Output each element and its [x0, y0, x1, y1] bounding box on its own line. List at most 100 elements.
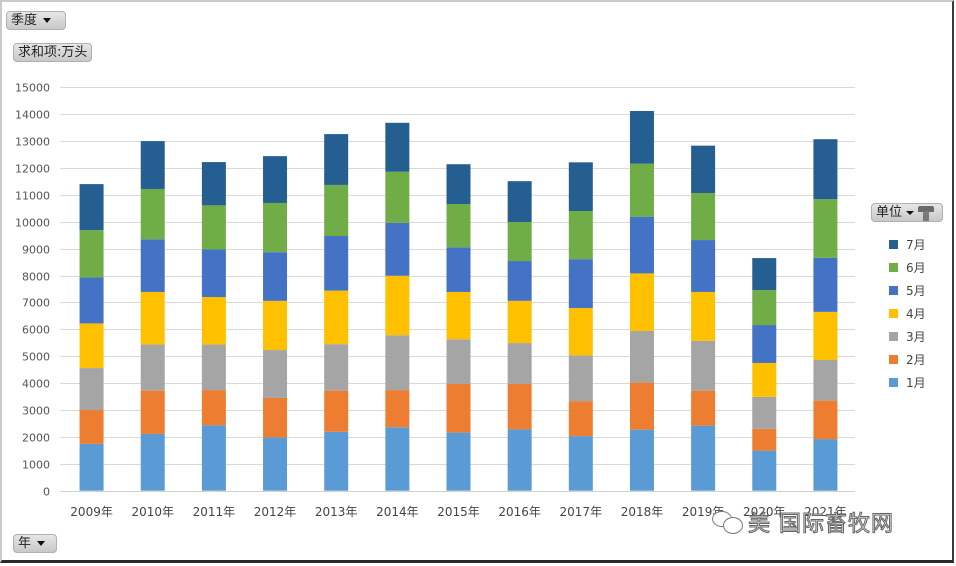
- y-tick-label: 5000: [22, 351, 50, 364]
- bar-segment: [568, 308, 593, 356]
- bar-segment: [568, 259, 593, 309]
- bar-segment: [629, 110, 654, 164]
- y-tick-label: 0: [43, 486, 50, 499]
- y-tick-label: 7000: [22, 297, 50, 310]
- bar-segment: [201, 344, 226, 391]
- legend: 7月 6月 5月 4月 3月 2月 1月: [884, 233, 926, 394]
- bar-segment: [813, 257, 838, 312]
- bar-segment: [691, 340, 716, 391]
- x-tick-label: 2014年: [376, 505, 419, 519]
- bar-stack: [691, 145, 716, 491]
- bar-segment: [507, 181, 532, 223]
- bar-segment: [691, 192, 716, 241]
- bar-segment: [752, 325, 777, 363]
- bar-segment: [813, 359, 838, 401]
- bar-segment: [140, 433, 165, 491]
- bar-segment: [507, 343, 532, 384]
- bar-segment: [813, 139, 838, 200]
- y-tick-label: 11000: [15, 190, 50, 203]
- bar-segment: [507, 383, 532, 430]
- quarter-filter-label: 季度: [11, 13, 38, 28]
- bar-segment: [79, 230, 104, 278]
- legend-label: 5月: [906, 284, 926, 298]
- bar-segment: [385, 122, 410, 172]
- bar-segment: [324, 290, 349, 345]
- value-field-button[interactable]: 求和项:万头: [13, 43, 93, 62]
- bar-stack: [752, 258, 777, 491]
- unit-legend-field-button[interactable]: 单位: [871, 203, 943, 222]
- bar-segment: [507, 429, 532, 491]
- bar-segment: [79, 323, 104, 369]
- bar-segment: [752, 362, 777, 397]
- bar-segment: [324, 236, 349, 291]
- bar-segment: [446, 204, 471, 248]
- bar-segment: [324, 431, 349, 491]
- bar-segment: [691, 291, 716, 341]
- bar-segment: [263, 397, 288, 438]
- bar-segment: [813, 311, 838, 360]
- y-tick-label: 2000: [22, 432, 50, 445]
- bar-segment: [752, 258, 777, 291]
- bar-segment: [691, 390, 716, 426]
- legend-swatch: [889, 240, 898, 249]
- filter-icon: [918, 205, 935, 221]
- bars: [79, 110, 838, 491]
- x-tick-label: 2013年: [315, 505, 358, 519]
- legend-swatch: [889, 309, 898, 318]
- legend-swatch: [889, 263, 898, 272]
- legend-item: 3月: [884, 325, 926, 348]
- dropdown-arrow-icon: [37, 541, 46, 546]
- bar-segment: [79, 184, 104, 231]
- bar-segment: [446, 432, 471, 491]
- bar-stack: [201, 162, 226, 491]
- bar-segment: [752, 290, 777, 326]
- bar-segment: [385, 335, 410, 391]
- y-axis-tick-labels: 0 1000 2000 3000 4000 5000 6000 7000 8000 9000 100…: [15, 82, 50, 499]
- bar-segment: [813, 400, 838, 440]
- bar-segment: [140, 291, 165, 345]
- wechat-icon: [712, 509, 744, 535]
- bar-segment: [140, 141, 165, 189]
- y-tick-label: 9000: [22, 244, 50, 257]
- bar-segment: [629, 429, 654, 491]
- x-axis-tick-labels: 2009年 2010年 2011年 2012年 2013年 2014年 2015年 2016年…: [70, 505, 846, 519]
- quarter-filter-button[interactable]: 季度: [6, 11, 66, 30]
- x-tick-label: 2009年: [70, 505, 113, 519]
- bar-segment: [446, 383, 471, 433]
- x-tick-label: 2011年: [193, 505, 236, 519]
- bar-segment: [752, 450, 777, 491]
- bar-segment: [79, 443, 104, 491]
- legend-swatch: [889, 286, 898, 295]
- bar-stack: [140, 141, 165, 491]
- y-tick-label: 8000: [22, 271, 50, 284]
- x-tick-label: 2021年: [804, 505, 847, 519]
- watermark-text: 美 国际畜牧网: [748, 512, 894, 538]
- bar-segment: [263, 437, 288, 491]
- bar-stack: [385, 122, 410, 491]
- bar-stack: [446, 164, 471, 491]
- bar-segment: [324, 134, 349, 185]
- bar-segment: [140, 188, 165, 240]
- y-tick-label: 4000: [22, 378, 50, 391]
- legend-label: 3月: [906, 330, 926, 344]
- bar-segment: [446, 339, 471, 384]
- bar-segment: [263, 202, 288, 253]
- bar-segment: [568, 211, 593, 260]
- bar-segment: [140, 390, 165, 434]
- bar-segment: [324, 344, 349, 391]
- bar-segment: [629, 382, 654, 430]
- bar-stack: [79, 184, 104, 491]
- bar-segment: [263, 252, 288, 301]
- bar-segment: [79, 410, 104, 444]
- x-tick-label: 2017年: [560, 505, 603, 519]
- year-axis-field-button[interactable]: 年: [13, 534, 57, 553]
- value-field-label: 求和项:万头: [18, 45, 88, 60]
- y-tick-label: 3000: [22, 405, 50, 418]
- bar-segment: [201, 390, 226, 426]
- bar-segment: [446, 164, 471, 205]
- legend-label: 1月: [906, 376, 926, 390]
- legend-label: 4月: [906, 307, 926, 321]
- y-tick-label: 6000: [22, 324, 50, 337]
- legend-label: 2月: [906, 353, 926, 367]
